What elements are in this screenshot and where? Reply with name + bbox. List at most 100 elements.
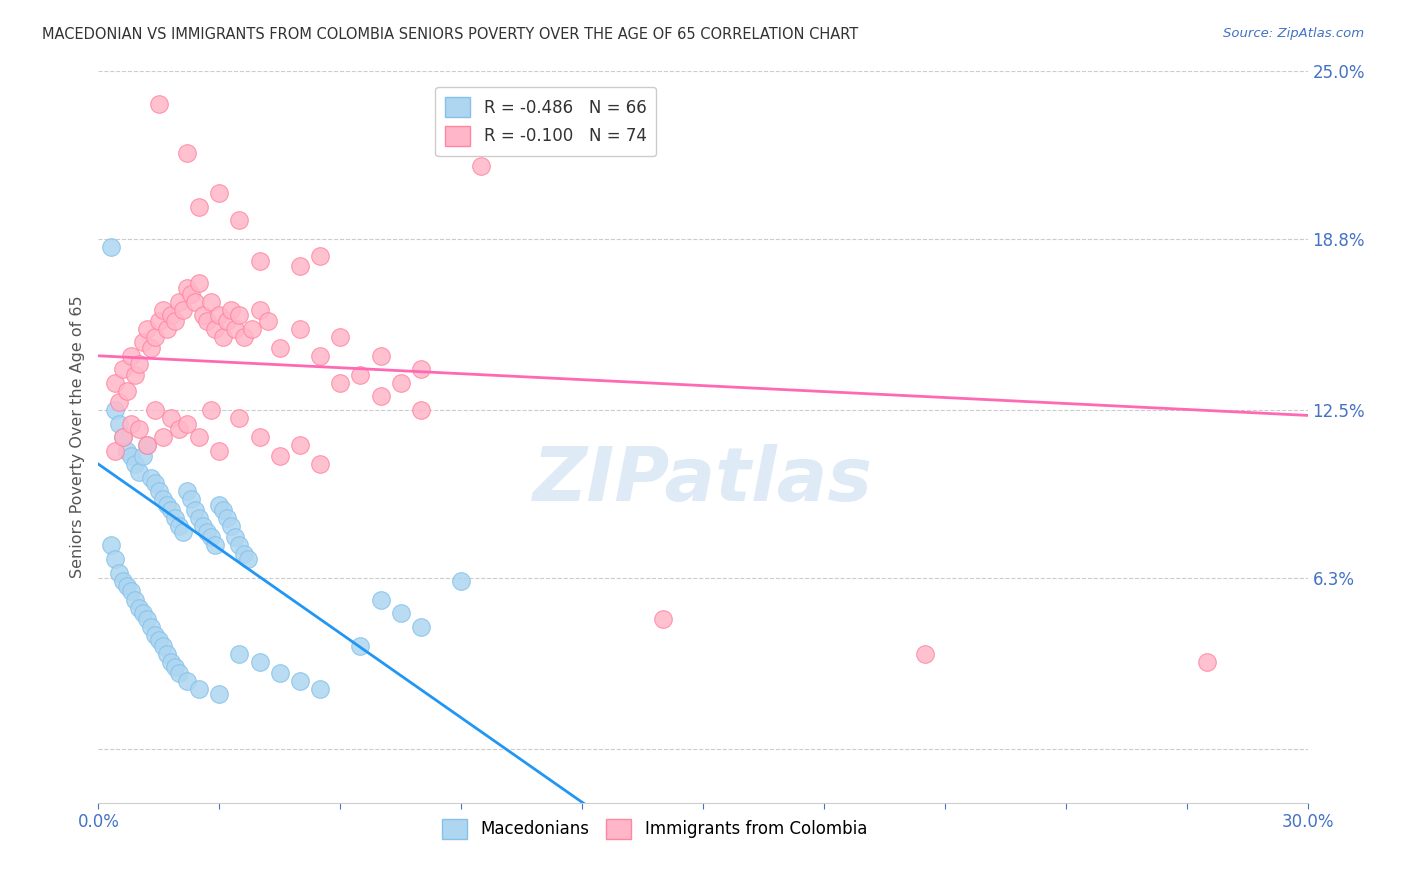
- Point: [228, 213, 250, 227]
- Point: [217, 511, 239, 525]
- Point: [329, 376, 352, 390]
- Point: [132, 606, 155, 620]
- Point: [370, 389, 392, 403]
- Point: [152, 492, 174, 507]
- Point: [128, 422, 150, 436]
- Point: [160, 411, 183, 425]
- Point: [228, 538, 250, 552]
- Text: ZIPatlas: ZIPatlas: [533, 444, 873, 517]
- Point: [208, 498, 231, 512]
- Point: [132, 449, 155, 463]
- Point: [152, 302, 174, 317]
- Point: [172, 302, 194, 317]
- Point: [107, 566, 129, 580]
- Point: [148, 633, 170, 648]
- Point: [103, 403, 125, 417]
- Point: [156, 322, 179, 336]
- Point: [132, 335, 155, 350]
- Point: [115, 579, 138, 593]
- Point: [309, 249, 332, 263]
- Point: [172, 524, 194, 539]
- Point: [470, 159, 492, 173]
- Point: [208, 186, 231, 201]
- Point: [269, 665, 291, 680]
- Point: [152, 639, 174, 653]
- Point: [200, 294, 222, 309]
- Point: [389, 376, 412, 390]
- Point: [188, 430, 211, 444]
- Point: [288, 673, 311, 688]
- Point: [135, 438, 157, 452]
- Point: [111, 430, 134, 444]
- Legend: Macedonians, Immigrants from Colombia: Macedonians, Immigrants from Colombia: [436, 812, 873, 846]
- Point: [148, 96, 170, 111]
- Point: [139, 471, 162, 485]
- Point: [143, 330, 166, 344]
- Point: [180, 286, 202, 301]
- Point: [195, 524, 218, 539]
- Point: [269, 449, 291, 463]
- Point: [409, 620, 432, 634]
- Point: [103, 443, 125, 458]
- Point: [221, 302, 243, 317]
- Point: [370, 349, 392, 363]
- Point: [224, 530, 246, 544]
- Point: [914, 647, 936, 661]
- Point: [135, 438, 157, 452]
- Point: [135, 611, 157, 625]
- Point: [163, 313, 186, 327]
- Point: [176, 281, 198, 295]
- Point: [111, 430, 134, 444]
- Point: [120, 584, 142, 599]
- Point: [269, 341, 291, 355]
- Point: [148, 313, 170, 327]
- Point: [120, 417, 142, 431]
- Point: [184, 294, 207, 309]
- Point: [651, 611, 673, 625]
- Point: [100, 538, 122, 552]
- Point: [188, 276, 211, 290]
- Point: [103, 552, 125, 566]
- Point: [249, 430, 271, 444]
- Point: [167, 519, 190, 533]
- Point: [111, 574, 134, 588]
- Point: [349, 368, 371, 382]
- Point: [143, 628, 166, 642]
- Point: [188, 511, 211, 525]
- Point: [115, 384, 138, 398]
- Point: [208, 308, 231, 322]
- Text: MACEDONIAN VS IMMIGRANTS FROM COLOMBIA SENIORS POVERTY OVER THE AGE OF 65 CORREL: MACEDONIAN VS IMMIGRANTS FROM COLOMBIA S…: [42, 27, 859, 42]
- Point: [176, 417, 198, 431]
- Point: [228, 647, 250, 661]
- Point: [143, 476, 166, 491]
- Point: [135, 322, 157, 336]
- Point: [107, 395, 129, 409]
- Point: [152, 430, 174, 444]
- Point: [111, 362, 134, 376]
- Point: [309, 681, 332, 696]
- Point: [212, 503, 235, 517]
- Point: [139, 341, 162, 355]
- Point: [236, 552, 259, 566]
- Point: [148, 484, 170, 499]
- Point: [160, 655, 183, 669]
- Point: [204, 538, 226, 552]
- Point: [389, 606, 412, 620]
- Point: [232, 330, 254, 344]
- Point: [128, 357, 150, 371]
- Point: [249, 302, 271, 317]
- Point: [329, 330, 352, 344]
- Point: [370, 592, 392, 607]
- Point: [217, 313, 239, 327]
- Point: [1195, 655, 1218, 669]
- Point: [200, 403, 222, 417]
- Point: [156, 647, 179, 661]
- Point: [240, 322, 263, 336]
- Point: [124, 592, 146, 607]
- Point: [224, 322, 246, 336]
- Point: [288, 260, 311, 274]
- Point: [139, 620, 162, 634]
- Point: [221, 519, 243, 533]
- Point: [288, 322, 311, 336]
- Point: [409, 403, 432, 417]
